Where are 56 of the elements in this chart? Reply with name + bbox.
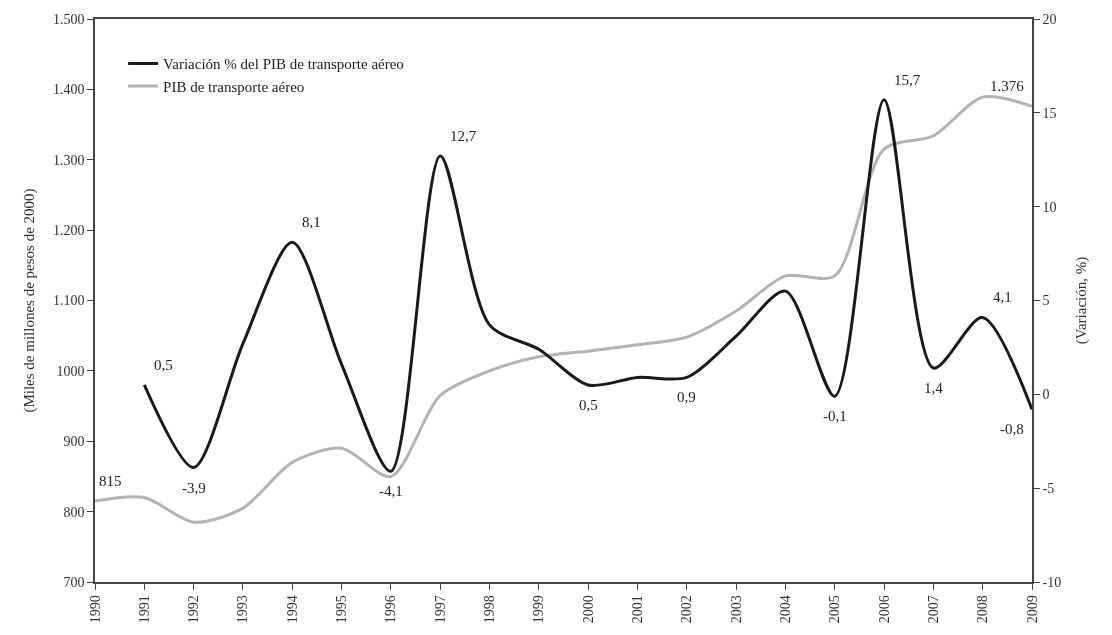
x-tick-label: 2009 [1024,595,1040,624]
y-tick-label: 800 [63,504,85,520]
x-tick-label: 1993 [235,595,251,624]
y-tick-label: 900 [63,434,85,450]
x-tick-label: 2000 [580,595,596,624]
y-tick-label: 1.300 [52,152,85,168]
y-tick-label: 1.100 [52,293,85,309]
line-series [142,98,1032,473]
y-tick-label: 700 [63,574,85,590]
y2-tick-label: 15 [1042,105,1057,121]
data-label: 8,1 [302,214,321,230]
data-label: 4,1 [993,289,1012,305]
data-label: 1,4 [924,380,944,396]
data-label: 0,9 [677,389,696,405]
y-tick-label: 1000 [56,363,85,379]
y2-tick-label: 5 [1042,293,1050,309]
x-tick-label: 2007 [925,595,941,624]
x-tick-label: 1998 [482,595,498,624]
line-series [95,95,1032,524]
x-tick-label: 2003 [728,595,744,624]
data-label: 0,5 [154,357,173,373]
data-label: -3,9 [182,480,206,496]
legend-label: Variación % del PIB de transporte aéreo [163,56,404,73]
x-tick-label: 1995 [334,595,350,624]
y2-tick-label: 0 [1042,387,1050,403]
data-label: -4,1 [379,483,403,499]
x-tick-label: 2008 [975,595,991,624]
x-tick-label: 2004 [777,595,793,624]
y-tick-label: 1.200 [52,223,85,239]
x-tick-label: 1997 [432,595,448,624]
data-label: -0,1 [823,408,847,424]
y2-tick-label: 20 [1042,11,1057,27]
x-tick-label: 2001 [630,595,646,624]
data-label: 12,7 [450,128,477,144]
x-tick-label: 2005 [827,595,843,624]
y-tick-label: 1.400 [52,82,85,98]
y2-axis-title: (Variación, %) [1072,256,1090,345]
y2-tick-label: -5 [1042,481,1055,497]
data-label: 815 [99,473,122,489]
x-tick-label: 2002 [679,595,695,624]
x-tick-label: 2006 [876,595,892,624]
data-label: 15,7 [894,72,921,88]
data-label: -0,8 [1000,421,1024,437]
x-tick-label: 1999 [531,595,547,624]
data-label: 1.376 [990,78,1025,94]
y2-tick-label: -10 [1042,574,1062,590]
y-tick-label: 1.500 [52,11,85,27]
x-tick-label: 1991 [136,595,152,624]
x-tick-label: 1990 [87,595,103,624]
data-label: 0,5 [579,397,598,413]
x-tick-label: 1996 [383,595,399,624]
x-tick-label: 1994 [284,595,300,624]
legend-label: PIB de transporte aéreo [163,78,305,95]
y-axis-title: (Miles de millones de pesos de 2000) [20,188,38,413]
x-tick-label: 1992 [186,595,202,624]
y2-tick-label: 10 [1042,199,1057,215]
